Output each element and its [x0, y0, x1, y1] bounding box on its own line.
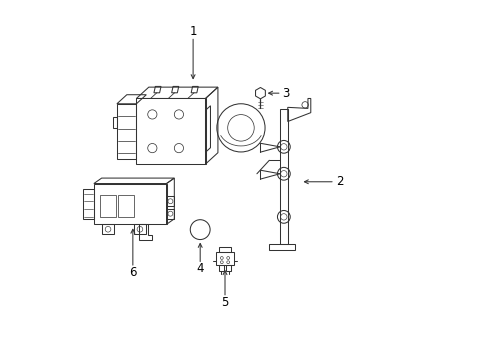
Text: 4: 4	[196, 262, 203, 275]
Text: 6: 6	[129, 266, 136, 279]
Text: 5: 5	[221, 296, 228, 309]
Text: 3: 3	[282, 87, 289, 100]
Text: 2: 2	[335, 175, 343, 188]
Text: 1: 1	[189, 25, 197, 39]
